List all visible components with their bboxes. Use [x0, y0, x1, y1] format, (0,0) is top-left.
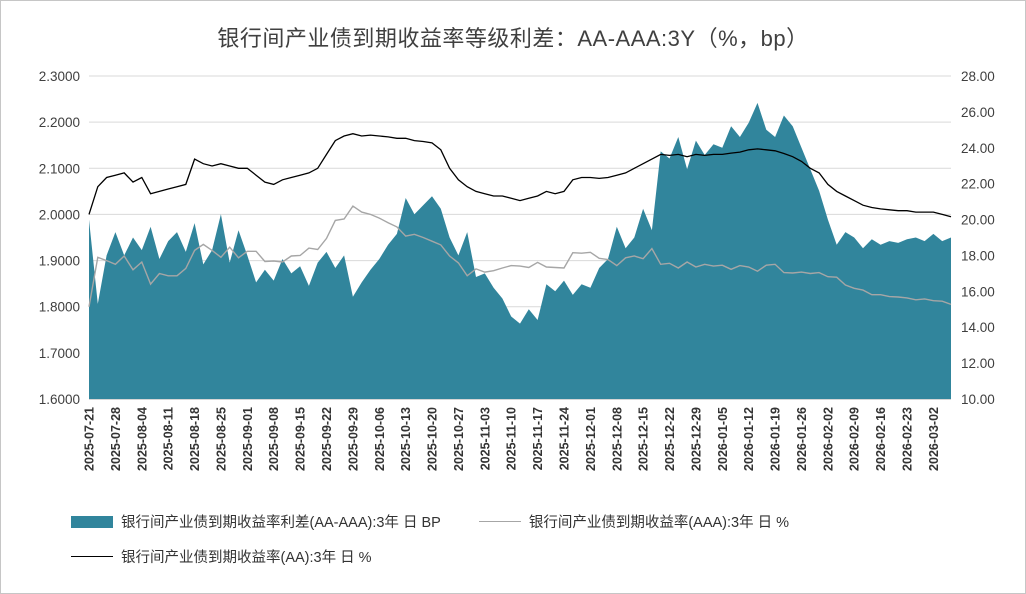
series-line-aa [88, 133, 952, 218]
x-tick-label: 2026-02-02 [821, 407, 835, 471]
y-left-tick-label: 1.7000 [39, 346, 80, 361]
x-tick-label: 2025-10-20 [426, 407, 440, 471]
x-tick-label: 2025-10-06 [373, 407, 387, 471]
y-left-tick-label: 1.9000 [39, 254, 80, 269]
y-right-tick-label: 26.00 [961, 105, 995, 120]
legend-item-aa: 银行间产业债到期收益率(AA):3年 日 % [71, 546, 372, 567]
legend-row-2: 银行间产业债到期收益率(AA):3年 日 % [71, 546, 971, 567]
x-tick-label: 2025-10-13 [399, 407, 413, 471]
legend-label-aa: 银行间产业债到期收益率(AA):3年 日 % [121, 550, 372, 566]
legend-item-aaa: 银行间产业债到期收益率(AAA):3年 日 % [478, 511, 790, 532]
x-tick-label: 2025-08-11 [162, 407, 176, 470]
y-right-tick-label: 20.00 [961, 213, 995, 228]
x-tick-label: 2025-09-29 [346, 407, 360, 471]
x-tick-label: 2025-09-22 [320, 407, 334, 471]
legend-item-spread: 银行间产业债到期收益率利差(AA-AAA):3年 日 BP [71, 511, 441, 532]
x-tick-label: 2026-01-05 [716, 407, 730, 471]
x-tick-label: 2025-12-01 [584, 407, 598, 471]
aaa-line-swatch [478, 521, 521, 522]
x-tick-label: 2025-12-15 [637, 407, 651, 471]
y-left-tick-label: 2.3000 [39, 69, 80, 84]
legend-label-aaa: 银行间产业债到期收益率(AAA):3年 日 % [528, 515, 790, 531]
x-tick-label: 2025-11-10 [505, 407, 519, 470]
series-area-spread [89, 102, 951, 400]
y-right-tick-label: 18.00 [961, 248, 995, 263]
y-left-tick-label: 2.1000 [39, 161, 80, 176]
y-right-tick-label: 12.00 [961, 356, 995, 371]
x-tick-label: 2025-11-24 [557, 407, 571, 470]
x-tick-label: 2026-02-23 [901, 407, 915, 471]
x-tick-label: 2026-01-26 [795, 407, 809, 471]
x-tick-label: 2025-08-25 [214, 407, 228, 471]
x-tick-label: 2025-12-29 [689, 407, 703, 471]
x-tick-label: 2025-08-04 [135, 407, 149, 471]
y-left-tick-label: 1.6000 [39, 392, 80, 407]
aa-line-swatch [71, 556, 113, 557]
legend: 银行间产业债到期收益率利差(AA-AAA):3年 日 BP 银行间产业债到期收益… [71, 511, 971, 581]
x-tick-label: 2025-12-08 [610, 407, 624, 471]
x-tick-label: 2025-11-17 [531, 407, 545, 470]
x-tick-label: 2025-07-21 [83, 407, 97, 471]
y-right-tick-label: 16.00 [961, 284, 995, 299]
x-tick-label: 2026-03-02 [927, 407, 941, 471]
legend-label-spread: 银行间产业债到期收益率利差(AA-AAA):3年 日 BP [121, 515, 441, 531]
x-tick-label: 2026-01-19 [769, 407, 783, 471]
y-right-tick-label: 28.00 [961, 69, 995, 84]
x-tick-label: 2025-09-15 [294, 407, 308, 471]
y-right-tick-label: 10.00 [961, 392, 995, 407]
y-left-tick-label: 2.2000 [39, 115, 80, 130]
x-tick-label: 2025-08-18 [188, 407, 202, 471]
legend-row-1: 银行间产业债到期收益率利差(AA-AAA):3年 日 BP 银行间产业债到期收益… [71, 511, 971, 532]
x-tick-label: 2025-12-22 [663, 407, 677, 471]
x-tick-label: 2026-01-12 [742, 407, 756, 471]
area-swatch [71, 515, 113, 528]
y-right-tick-label: 24.00 [961, 141, 995, 156]
x-tick-label: 2025-11-03 [478, 407, 492, 470]
x-tick-label: 2025-09-08 [267, 407, 281, 471]
y-right-tick-label: 22.00 [961, 177, 995, 192]
x-tick-label: 2025-10-27 [452, 407, 466, 471]
y-left-tick-label: 2.0000 [39, 207, 80, 222]
series-line-aaa [88, 205, 952, 307]
x-tick-label: 2026-02-09 [848, 407, 862, 471]
x-tick-label: 2026-02-16 [874, 407, 888, 471]
chart-title: 银行间产业债到期收益率等级利差：AA-AAA:3Y（%，bp） [217, 26, 809, 51]
y-right-tick-label: 14.00 [961, 320, 995, 335]
x-tick-label: 2025-07-28 [109, 407, 123, 471]
x-tick-label: 2025-09-01 [241, 407, 255, 471]
y-left-tick-label: 1.8000 [39, 300, 80, 315]
